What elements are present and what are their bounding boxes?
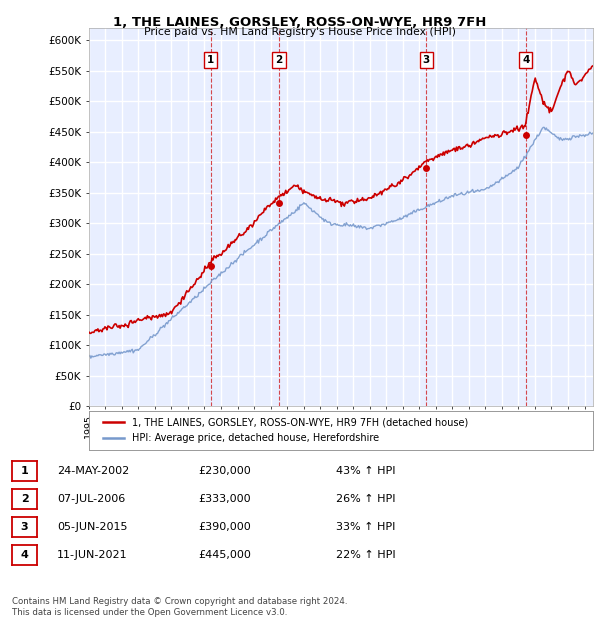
Text: 24-MAY-2002: 24-MAY-2002 [57,466,129,476]
Text: 3: 3 [21,522,28,532]
Legend: 1, THE LAINES, GORSLEY, ROSS-ON-WYE, HR9 7FH (detached house), HPI: Average pric: 1, THE LAINES, GORSLEY, ROSS-ON-WYE, HR9… [99,414,472,447]
Text: £445,000: £445,000 [198,550,251,560]
Text: 1, THE LAINES, GORSLEY, ROSS-ON-WYE, HR9 7FH: 1, THE LAINES, GORSLEY, ROSS-ON-WYE, HR9… [113,16,487,29]
Text: £333,000: £333,000 [198,494,251,504]
Text: 26% ↑ HPI: 26% ↑ HPI [336,494,395,504]
Text: 22% ↑ HPI: 22% ↑ HPI [336,550,395,560]
Text: 4: 4 [20,550,29,560]
Text: Contains HM Land Registry data © Crown copyright and database right 2024.
This d: Contains HM Land Registry data © Crown c… [12,598,347,617]
Text: 07-JUL-2006: 07-JUL-2006 [57,494,125,504]
Text: 1: 1 [207,55,215,65]
Text: Price paid vs. HM Land Registry's House Price Index (HPI): Price paid vs. HM Land Registry's House … [144,27,456,37]
Text: 1: 1 [21,466,28,476]
Text: 2: 2 [275,55,283,65]
Text: £390,000: £390,000 [198,522,251,532]
Text: 4: 4 [522,55,529,65]
Text: 05-JUN-2015: 05-JUN-2015 [57,522,128,532]
Text: 33% ↑ HPI: 33% ↑ HPI [336,522,395,532]
Text: £230,000: £230,000 [198,466,251,476]
Text: 43% ↑ HPI: 43% ↑ HPI [336,466,395,476]
Text: 3: 3 [422,55,430,65]
Text: 2: 2 [21,494,28,504]
Text: 11-JUN-2021: 11-JUN-2021 [57,550,128,560]
